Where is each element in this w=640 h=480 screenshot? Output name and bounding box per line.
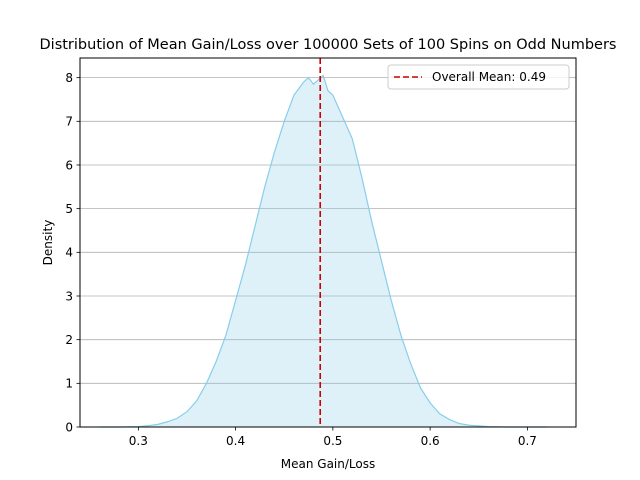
y-axis-label: Density: [41, 220, 55, 266]
grid-layer: [80, 77, 576, 428]
legend: Overall Mean: 0.49: [387, 64, 570, 90]
x-tick-label: 0.5: [323, 434, 342, 448]
y-tick-label: 1: [65, 377, 73, 391]
y-tick-label: 5: [65, 202, 73, 216]
legend-box: [387, 64, 570, 90]
data-layer: [99, 58, 547, 428]
y-tick-label: 3: [65, 289, 73, 303]
x-tick-label: 0.3: [129, 434, 148, 448]
y-tick-label: 6: [65, 158, 73, 172]
x-tick-label: 0.6: [421, 434, 440, 448]
density-curve: [99, 74, 547, 428]
y-tick-label: 8: [65, 71, 73, 85]
tick-layer: 0 1 2 3 4 5 6 7 8 0.3 0.4 0.5 0.6 0.7: [65, 71, 537, 448]
axes-frame: [79, 57, 577, 428]
x-tick-label: 0.4: [226, 434, 245, 448]
y-tick-label: 7: [65, 115, 73, 129]
density-fill-area: [99, 75, 547, 427]
legend-label: Overall Mean: 0.49: [432, 70, 546, 84]
x-tick-label: 0.7: [518, 434, 537, 448]
y-tick-label: 2: [65, 333, 73, 347]
y-tick-label: 0: [65, 420, 73, 434]
y-tick-label: 4: [65, 246, 73, 260]
x-axis-label: Mean Gain/Loss: [281, 457, 375, 471]
chart-title: Distribution of Mean Gain/Loss over 1000…: [40, 37, 617, 53]
